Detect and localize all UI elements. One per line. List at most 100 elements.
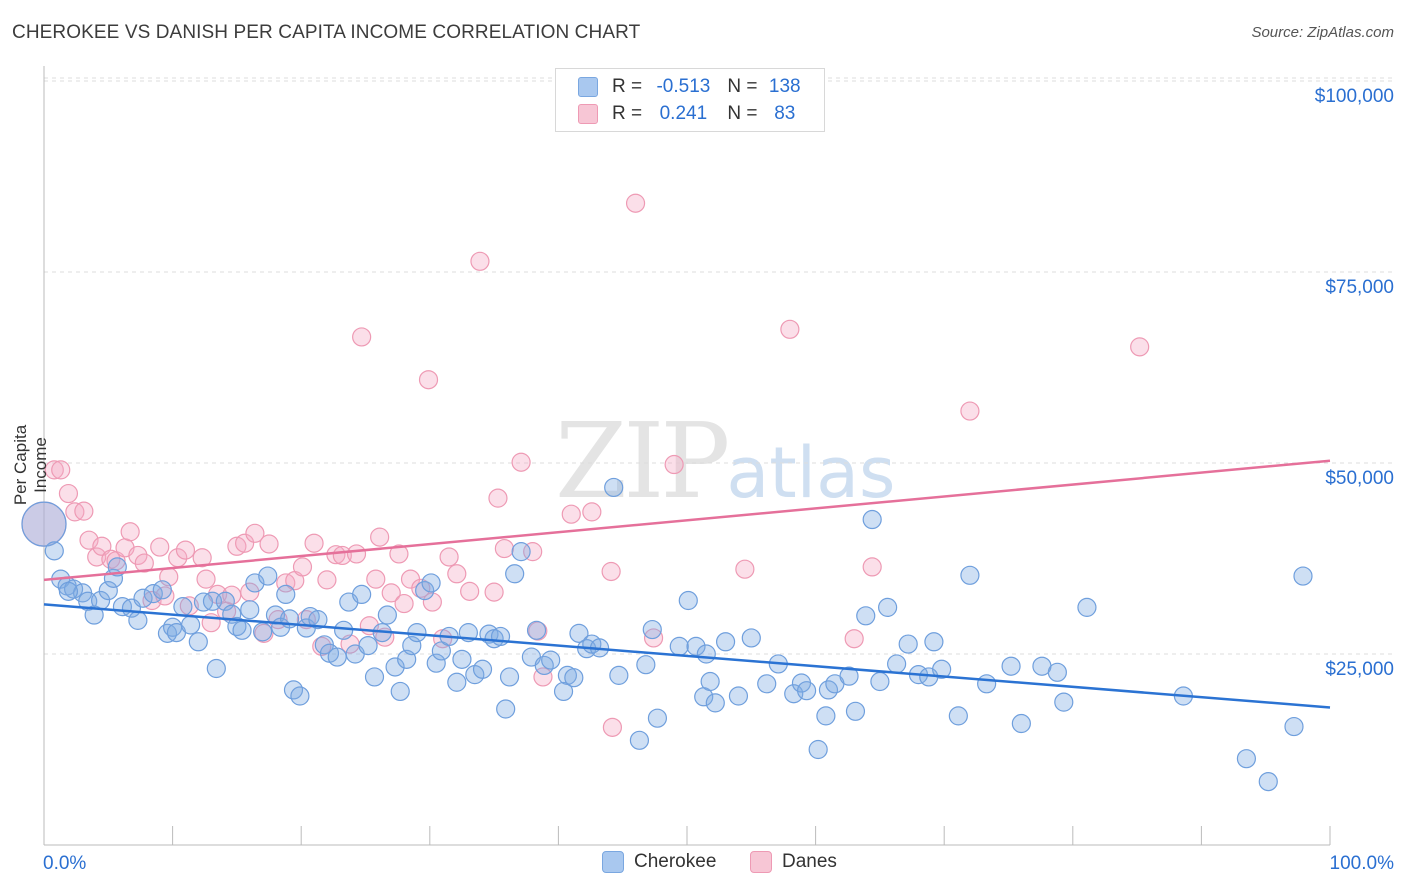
point-danes-20: [175, 540, 196, 560]
axis-layer: [43, 66, 1331, 846]
point-danes-72: [601, 561, 621, 582]
series-label-cherokee: Cherokee: [634, 851, 717, 872]
point-danes-71: [582, 502, 602, 522]
legend-n-label: N =: [727, 76, 758, 97]
point-cherokee-11: [107, 557, 127, 577]
y-tick-label-25000: $25,000: [1325, 659, 1394, 680]
point-danes-81: [960, 401, 980, 421]
point-cherokee-119: [887, 654, 907, 674]
series-swatch-cherokee: [602, 851, 624, 873]
point-danes-80: [862, 557, 882, 577]
point-danes-13: [128, 545, 148, 566]
point-danes-39: [304, 533, 324, 553]
point-cherokee-118: [878, 597, 898, 617]
point-cherokee-123: [924, 632, 944, 652]
point-danes-46: [352, 327, 372, 347]
point-cherokee-78: [526, 620, 547, 640]
point-cherokee-88: [604, 477, 624, 498]
point-danes-49: [370, 527, 390, 547]
point-danes-41: [317, 570, 337, 590]
point-cherokee-80: [541, 650, 561, 670]
point-cherokee-99: [700, 671, 720, 692]
point-cherokee-76: [511, 542, 531, 562]
point-cherokee-21: [173, 597, 193, 617]
point-cherokee-108: [796, 681, 817, 701]
point-cherokee-126: [960, 565, 980, 585]
legend-n-value-cherokee: 138: [768, 76, 801, 97]
point-cherokee-96: [686, 636, 706, 656]
point-danes-57: [422, 592, 442, 612]
points-layer: [21, 193, 1313, 792]
point-danes-45: [346, 544, 367, 564]
point-danes-78: [780, 319, 800, 339]
point-cherokee-29: [227, 616, 247, 637]
point-cherokee-116: [862, 509, 882, 530]
point-danes-1: [44, 460, 64, 480]
point-cherokee-92: [642, 619, 662, 640]
point-cherokee-109: [808, 739, 828, 760]
point-cherokee-131: [1047, 662, 1067, 682]
point-cherokee-17: [152, 580, 172, 600]
point-danes-82: [1130, 337, 1150, 357]
point-cherokee-135: [1236, 749, 1257, 769]
watermark-zip: ZIP: [555, 400, 730, 522]
point-cherokee-30: [232, 620, 252, 640]
point-danes-22: [192, 548, 212, 568]
point-danes-29: [235, 533, 255, 553]
point-cherokee-104: [757, 674, 777, 694]
legend-r-value-cherokee: -0.513: [656, 76, 711, 97]
point-danes-62: [470, 251, 490, 271]
point-cherokee-83: [564, 668, 584, 688]
point-danes-64: [488, 488, 508, 508]
point-danes-53: [394, 593, 414, 614]
point-cherokee-95: [678, 590, 698, 611]
point-danes-32: [254, 623, 274, 643]
point-danes-8: [92, 536, 112, 556]
series-legend: Cherokee Danes: [0, 851, 1406, 879]
point-cherokee-31: [240, 600, 260, 620]
point-cherokee-91: [636, 655, 656, 675]
point-danes-63: [484, 582, 504, 602]
point-cherokee-22: [181, 615, 201, 635]
point-cherokee-23: [188, 632, 208, 652]
point-danes-48: [366, 569, 386, 589]
point-cherokee-90: [629, 730, 650, 750]
point-danes-70: [561, 504, 581, 524]
point-cherokee-73: [496, 699, 516, 719]
legend-row-cherokee: R = -0.513 N = 138: [578, 75, 807, 99]
point-cherokee-1: [44, 541, 64, 561]
point-cherokee-75: [505, 564, 525, 584]
legend-row-danes: R = 0.241 N = 83: [578, 102, 807, 126]
y-tick-label-75000: $75,000: [1325, 277, 1394, 298]
point-cherokee-14: [128, 610, 148, 630]
point-cherokee-102: [728, 686, 749, 706]
point-cherokee-114: [845, 701, 866, 721]
point-danes-7: [87, 547, 107, 567]
point-cherokee-132: [1054, 692, 1074, 712]
point-cherokee-98: [696, 644, 716, 664]
series-label-danes: Danes: [782, 851, 837, 872]
legend-r-value-danes: 0.241: [659, 103, 708, 124]
point-cherokee-128: [1001, 656, 1021, 676]
point-cherokee-60: [415, 580, 435, 601]
x-tick-label-max: 100.0%: [1329, 853, 1394, 874]
grid-layer: [44, 77, 1393, 655]
point-cherokee-137: [1284, 716, 1304, 737]
point-cherokee-65: [447, 672, 467, 692]
point-cherokee-51: [358, 635, 378, 656]
point-cherokee-84: [569, 623, 589, 643]
point-cherokee-129: [1011, 713, 1031, 734]
legend-n-label: N =: [727, 103, 758, 124]
point-cherokee-69: [472, 659, 493, 679]
point-cherokee-52: [364, 667, 385, 687]
watermark: ZIPatlas: [555, 400, 895, 522]
point-cherokee-0: [21, 501, 67, 547]
point-danes-5: [74, 501, 94, 521]
series-legend-cherokee[interactable]: Cherokee: [602, 851, 716, 873]
point-cherokee-56: [390, 681, 410, 702]
point-cherokee-74: [499, 667, 520, 687]
point-cherokee-47: [334, 620, 354, 640]
series-legend-danes[interactable]: Danes: [750, 851, 837, 873]
point-danes-65: [494, 538, 514, 559]
point-danes-37: [292, 557, 313, 577]
